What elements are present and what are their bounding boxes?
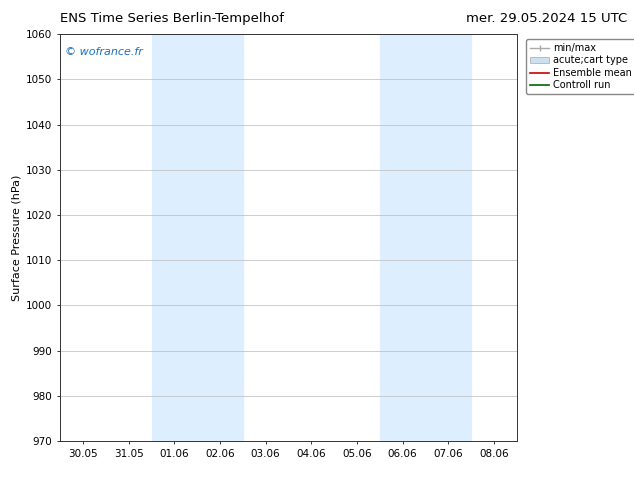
Legend: min/max, acute;cart type, Ensemble mean run, Controll run: min/max, acute;cart type, Ensemble mean … bbox=[526, 39, 634, 94]
Bar bbox=[152, 34, 243, 441]
Text: ENS Time Series Berlin-Tempelhof: ENS Time Series Berlin-Tempelhof bbox=[60, 12, 284, 25]
Text: mer. 29.05.2024 15 UTC: mer. 29.05.2024 15 UTC bbox=[467, 12, 628, 25]
Bar bbox=[380, 34, 471, 441]
Text: © wofrance.fr: © wofrance.fr bbox=[65, 47, 143, 56]
Y-axis label: Surface Pressure (hPa): Surface Pressure (hPa) bbox=[11, 174, 22, 301]
